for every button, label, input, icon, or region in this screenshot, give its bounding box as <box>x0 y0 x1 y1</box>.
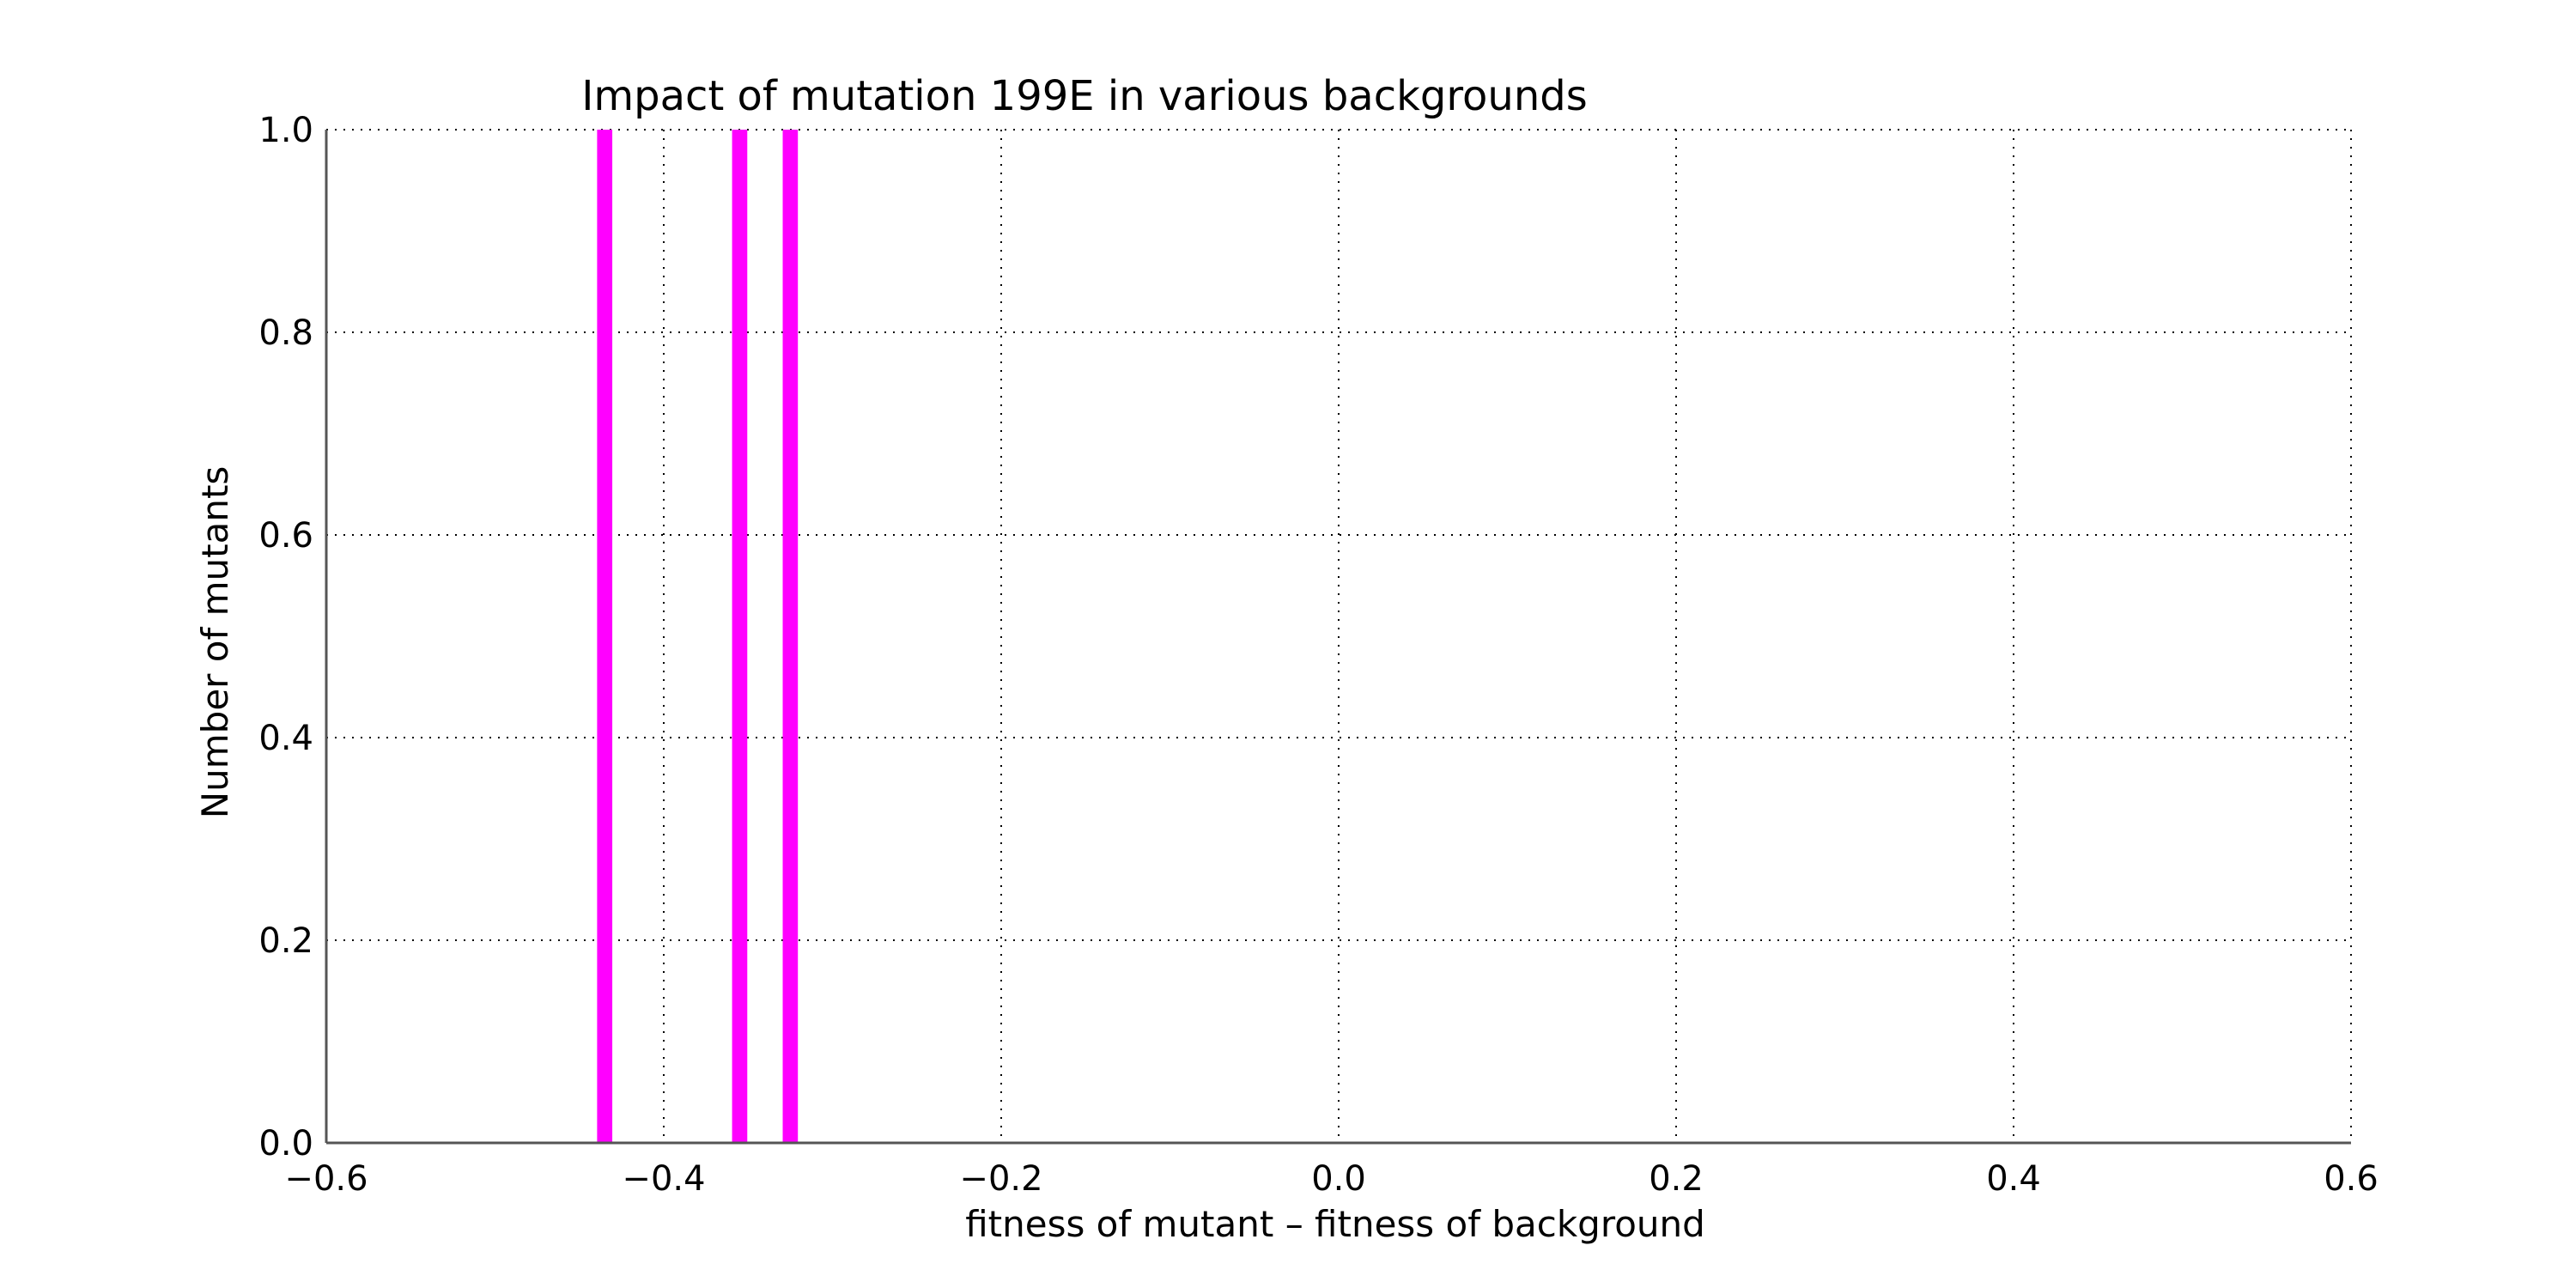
y-tick-label: 0.0 <box>258 1124 313 1163</box>
tick-labels: −0.6 −0.4 −0.2 0.0 0.2 0.4 0.6 0.0 0.2 0.4 0.6 0.8 1… <box>258 111 2378 1199</box>
y-tick-label: 0.6 <box>258 516 313 556</box>
histogram-bar <box>597 130 613 1143</box>
y-axis-label: Number of mutants <box>194 466 236 819</box>
x-tick-label: −0.4 <box>622 1159 705 1199</box>
x-tick-label: −0.2 <box>959 1159 1042 1199</box>
histogram-bar <box>782 130 799 1143</box>
y-tick-label: 0.8 <box>258 313 313 353</box>
chart-title: Impact of mutation 199E in various backg… <box>581 72 1587 120</box>
bars <box>597 130 799 1143</box>
x-tick-label: 0.6 <box>2324 1159 2379 1199</box>
x-tick-label: 0.2 <box>1649 1159 1704 1199</box>
histogram-bar <box>732 130 748 1143</box>
x-axis-label: fitness of mutant – fitness of backgroun… <box>965 1203 1705 1245</box>
y-tick-label: 1.0 <box>258 111 313 150</box>
x-tick-label: −0.6 <box>284 1159 368 1199</box>
axes <box>325 130 2351 1145</box>
y-tick-label: 0.2 <box>258 921 313 961</box>
y-tick-label: 0.4 <box>258 719 313 758</box>
x-tick-label: 0.4 <box>1986 1159 2041 1199</box>
x-tick-label: 0.0 <box>1311 1159 1366 1199</box>
